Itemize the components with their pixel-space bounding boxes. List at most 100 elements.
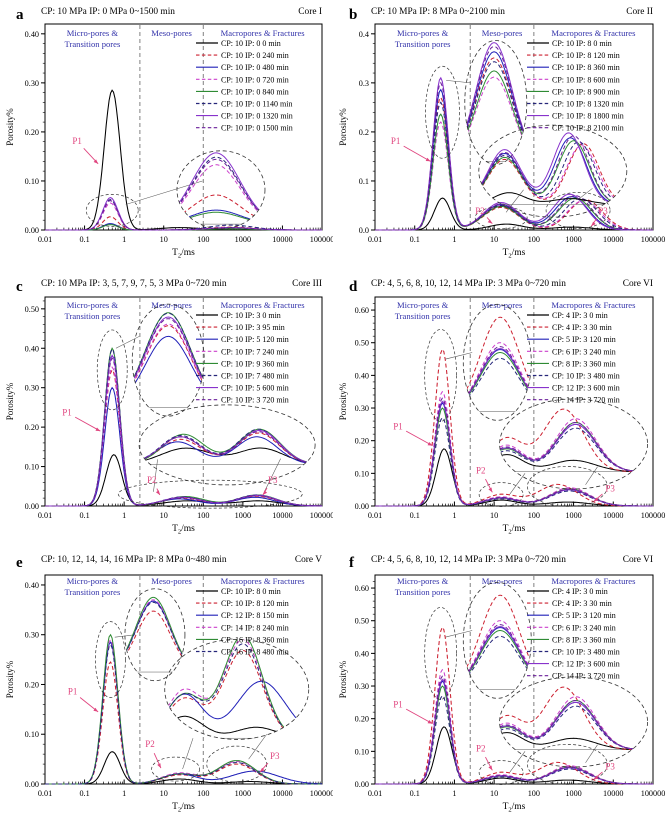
panel-letter: d	[349, 279, 358, 295]
y-tick-label: 0.30	[25, 631, 39, 640]
inset-curve-7	[499, 422, 648, 473]
zoom-inset-ellipse	[499, 398, 648, 490]
plot-frame	[44, 574, 323, 785]
zoom-source-ellipse	[425, 65, 460, 159]
legend-item-label: CP: 10 IP: 0 0 min	[221, 39, 281, 48]
region-label-meso: Meso-pores	[151, 300, 192, 310]
inset-curve-1	[464, 57, 527, 142]
x-tick-label: 1	[452, 235, 456, 244]
inset-curve-4	[124, 596, 185, 659]
zoom-connector-line	[264, 458, 281, 492]
legend-item-label: CP: 10 IP: 7 480 min	[221, 372, 289, 381]
inset-curve-5	[176, 156, 265, 217]
inset-curve-4	[463, 630, 532, 680]
legend-item-label: CP: 14 IP: 3 720 min	[552, 396, 620, 405]
curve-7	[375, 675, 653, 785]
inset-curve-2	[139, 436, 316, 465]
zoom-inset-ellipse	[478, 124, 628, 218]
x-tick-label: 100000	[310, 235, 333, 244]
legend-item-label: CP: 8 IP: 3 360 min	[552, 635, 616, 644]
region-label-micro: Transition pores	[65, 311, 121, 321]
zoom-connector-line	[585, 744, 598, 763]
x-tick-label: 0.01	[38, 511, 52, 520]
inset-curve-5	[463, 635, 532, 681]
inset-curve-2	[478, 137, 627, 205]
panel-letter: f	[349, 555, 355, 571]
y-axis-title: Porosity%	[338, 108, 348, 146]
y-tick-label: 0.20	[355, 437, 369, 446]
region-label-meso: Meso-pores	[151, 28, 192, 38]
region-label-meso: Meso-pores	[482, 576, 523, 586]
x-tick-label: 0.01	[368, 235, 382, 244]
zoom-inset-ellipse	[462, 303, 532, 421]
zoom-source-ellipse	[85, 194, 139, 227]
legend-item-label: CP: 10 IP: 8 120 min	[221, 599, 289, 608]
panel-letter: e	[16, 555, 23, 571]
y-tick-label: 0.00	[355, 502, 369, 511]
y-tick-label: 0.10	[355, 747, 369, 756]
x-axis-title: T2/ms	[503, 248, 526, 259]
x-tick-label: 1	[122, 789, 126, 798]
peak-arrow-head	[427, 720, 433, 724]
x-tick-label: 0.01	[368, 511, 382, 520]
x-tick-label: 100000	[310, 789, 333, 798]
peak-label-p1: P1	[68, 686, 78, 696]
inset-curve-7	[176, 158, 265, 217]
x-tick-label: 1000	[565, 235, 581, 244]
peak-label-p1: P1	[72, 136, 82, 146]
panel-f-chart: Micro-pores &Transition pores Meso-pores M…	[338, 555, 665, 813]
region-label-macro: Macropores & Fractures	[551, 28, 636, 38]
peak-label-p1: P1	[391, 136, 401, 146]
x-tick-label: 100000	[641, 511, 666, 520]
y-tick-label: 0.50	[355, 617, 369, 626]
zoom-inset-ellipse	[499, 676, 648, 768]
legend-item-label: CP: 10 IP: 0 840 min	[221, 87, 289, 96]
x-tick-label: 0.1	[410, 511, 420, 520]
zoom-source-ellipse	[151, 756, 200, 782]
inset-curve-1	[463, 316, 532, 396]
legend-item-label: CP: 10 IP: 8 1800 min	[552, 112, 624, 121]
peak-arrow-head	[95, 427, 101, 432]
region-label-macro: Macropores & Fractures	[221, 576, 306, 586]
x-tick-label: 0.01	[38, 235, 52, 244]
region-label-micro: Micro-pores &	[397, 300, 449, 310]
peak-label-p1: P1	[62, 407, 72, 417]
zoom-inset	[464, 42, 527, 162]
panel-title: CP: 10, 12, 14, 14, 16 MPa IP: 8 MPa 0~4…	[41, 555, 227, 565]
legend-item-label: CP: 10 IP: 8 1320 min	[552, 100, 624, 109]
zoom-inset-ellipse	[176, 150, 266, 230]
x-tick-label: 100	[528, 511, 540, 520]
legend-item-label: CP: 4 IP: 3 0 min	[552, 311, 608, 320]
peak-label-p2: P2	[476, 465, 486, 475]
curve-1	[375, 348, 653, 507]
x-tick-label: 10	[490, 511, 498, 520]
legend-item-label: CP: 6 IP: 3 240 min	[552, 347, 616, 356]
peak-label-p2: P2	[147, 475, 157, 485]
core-label: Core III	[292, 279, 322, 289]
peak-arrow-head	[593, 497, 599, 502]
zoom-inset-ellipse	[462, 581, 532, 699]
y-tick-label: 0.60	[355, 584, 369, 593]
legend-item-label: CP: 10 IP: 5 600 min	[221, 384, 289, 393]
inset-curve-6	[464, 42, 527, 139]
x-tick-label: 1000	[235, 789, 251, 798]
x-tick-label: 10	[160, 235, 168, 244]
inset-curve-5	[499, 427, 648, 473]
x-tick-label: 10	[160, 789, 168, 798]
inset-curve-2	[464, 51, 527, 141]
panel-f: Micro-pores & Transition pores Meso-pores M…	[333, 548, 666, 826]
region-label-micro: Micro-pores &	[397, 576, 449, 586]
peak-label-p2: P2	[476, 743, 486, 753]
legend-item-label: CP: 10 IP: 8 120 min	[552, 51, 620, 60]
peak-label-p1: P1	[393, 699, 403, 709]
inset-curve-1	[132, 325, 205, 385]
x-tick-label: 100	[197, 511, 209, 520]
y-tick-label: 0.60	[355, 306, 369, 315]
legend-item-label: CP: 10 IP: 3 95 min	[221, 323, 285, 332]
x-tick-label: 0.1	[79, 235, 89, 244]
region-label-micro: Micro-pores &	[67, 576, 119, 586]
panel-letter: a	[16, 7, 24, 23]
peak-arrow-line	[405, 430, 433, 446]
legend: CP: 10 IP: 8 0 min CP: 10 IP: 8 120 min CP…	[196, 587, 289, 657]
